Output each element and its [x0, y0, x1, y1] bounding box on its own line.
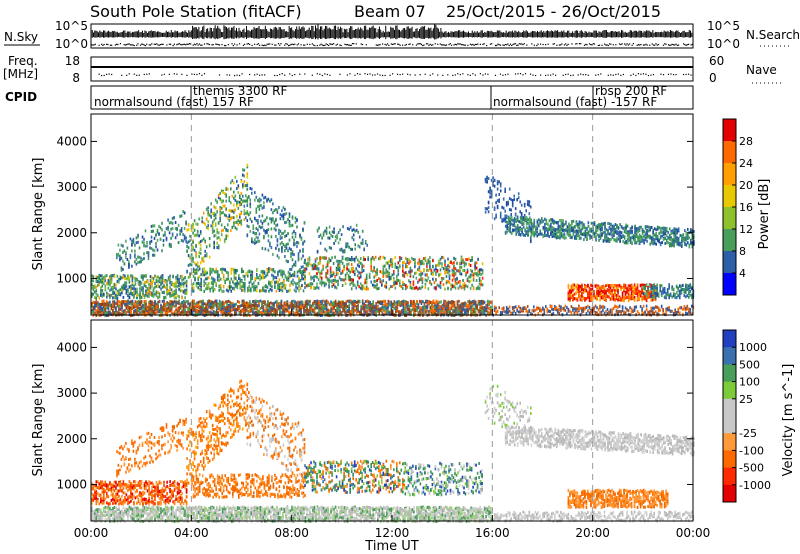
colorbar-tick-label: -100 — [739, 444, 764, 457]
colorbar-swatch — [723, 450, 736, 469]
velocity-x-ticks: 00:00 04:00 08:00 12:00 16:00 20:00 00:00 — [74, 309, 711, 540]
velocity-data — [91, 379, 695, 524]
power-panel: 1000 2000 3000 4000 Slant Range [km] 28 24 20… — [31, 113, 772, 318]
freq-tick-bottom: 8 — [72, 71, 80, 85]
colorbar-tick-label: 500 — [739, 358, 760, 371]
cpid-segment-label: normalsound (fast) -157 RF — [493, 95, 657, 109]
nsearch-label: N.Search — [746, 28, 800, 42]
colorbar-tick-label: 8 — [739, 245, 746, 258]
velocity-panel: 1000 2000 3000 4000 00:00 04:00 08:00 12:00 16:… — [31, 309, 796, 554]
power-ylabel: Slant Range [km] — [31, 158, 46, 271]
y-tick-label: 4000 — [56, 134, 87, 148]
station-title: South Pole Station (fitACF) — [90, 2, 302, 21]
colorbar-swatch — [723, 330, 736, 348]
x-axis-label: Time UT — [364, 539, 418, 554]
freq-frame — [90, 56, 694, 82]
velocity-colorbar-label: Velocity [m s^-1] — [781, 364, 796, 477]
nave-label: Nave — [746, 63, 777, 77]
y-tick-label: 2000 — [56, 226, 87, 240]
colorbar-tick-label: 28 — [739, 135, 753, 148]
colorbar-tick-label: 16 — [739, 201, 753, 214]
freq-marks — [91, 66, 693, 77]
power-grid — [190, 114, 594, 315]
colorbar-tick-label: 100 — [739, 376, 760, 389]
colorbar-swatch — [723, 398, 736, 417]
velocity-ylabel: Slant Range [km] — [31, 364, 46, 477]
colorbar-swatch — [723, 185, 736, 208]
velocity-y-ticks: 1000 2000 3000 4000 — [56, 340, 693, 491]
y-tick-label: 4000 — [56, 340, 87, 354]
colorbar-swatch — [723, 273, 736, 296]
velocity-colorbar: 1000 500 100 25 -25 -100 -500 -1000 — [722, 329, 771, 503]
cpid-segment-label: themis 3300 RF — [193, 84, 287, 98]
y-tick-label: 3000 — [56, 180, 87, 194]
colorbar-tick-label: 20 — [739, 179, 753, 192]
freq-tick-top: 18 — [65, 54, 80, 68]
colorbar-tick-label: -25 — [739, 427, 757, 440]
date-range: 25/Oct/2015 - 26/Oct/2015 — [446, 2, 661, 21]
nsky-label: N.Sky — [4, 30, 38, 44]
cpid-segment-label: rbsp 200 RF — [595, 84, 667, 98]
colorbar-tick-label: -1000 — [739, 479, 771, 492]
colorbar-swatch — [723, 229, 736, 252]
velocity-grid — [190, 320, 594, 521]
y-tick-label: 3000 — [56, 386, 87, 400]
colorbar-swatch — [723, 251, 736, 274]
y-tick-label: 1000 — [56, 477, 87, 491]
cpid-frame — [90, 85, 694, 110]
x-tick-label: 12:00 — [375, 526, 410, 540]
colorbar-swatch — [723, 484, 736, 503]
colorbar-swatch — [723, 163, 736, 186]
x-tick-label: 16:00 — [475, 526, 510, 540]
nsky-tick-top: 10^5 — [55, 19, 88, 33]
power-colorbar-label: Power [dB] — [757, 179, 772, 250]
nsearch-tick-top: 10^5 — [707, 19, 740, 33]
freq-panel: Freq. [MHz] 18 8 60 0 Nave — [3, 54, 782, 85]
colorbar-swatch — [723, 207, 736, 230]
cpid-panel: CPID normalsound (fast) 157 RF themis 33… — [5, 84, 694, 110]
cpid-segment-label: normalsound (fast) 157 RF — [94, 95, 254, 109]
nsky-marks — [90, 24, 693, 47]
power-data — [91, 163, 695, 318]
nsky-panel: N.Sky 10^5 10^0 10^5 10^0 N.Search — [4, 19, 800, 51]
freq-label: Freq. — [8, 54, 38, 68]
power-y-ticks: 1000 2000 3000 4000 — [56, 134, 693, 285]
y-tick-label: 2000 — [56, 432, 87, 446]
colorbar-tick-label: -500 — [739, 462, 764, 475]
colorbar-swatch — [723, 416, 736, 434]
colorbar-tick-label: 1000 — [739, 341, 767, 354]
beam-title: Beam 07 — [354, 2, 426, 21]
x-tick-label: 00:00 — [74, 526, 109, 540]
colorbar-swatch — [723, 364, 736, 383]
colorbar-swatch — [723, 433, 736, 451]
colorbar-swatch — [723, 141, 736, 164]
nave-tick-top: 60 — [709, 54, 724, 68]
x-tick-label: 08:00 — [274, 526, 309, 540]
y-tick-label: 1000 — [56, 271, 87, 285]
power-colorbar: 28 24 20 16 12 8 4 — [722, 118, 753, 296]
colorbar-swatch — [723, 381, 736, 400]
colorbar-tick-label: 4 — [739, 267, 746, 280]
x-tick-label: 20:00 — [575, 526, 610, 540]
nsearch-tick-bottom: 10^0 — [707, 37, 740, 51]
x-tick-label: 00:00 — [676, 526, 711, 540]
nave-tick-bottom: 0 — [709, 71, 717, 85]
colorbar-swatch — [723, 119, 736, 142]
colorbar-swatch — [723, 347, 736, 365]
freq-unit: [MHz] — [3, 67, 38, 81]
colorbar-tick-label: 24 — [739, 157, 753, 170]
colorbar-tick-label: 25 — [739, 393, 753, 406]
colorbar-tick-label: 12 — [739, 223, 753, 236]
cpid-label: CPID — [5, 90, 37, 104]
x-tick-label: 04:00 — [174, 526, 209, 540]
nsky-tick-bottom: 10^0 — [55, 37, 88, 51]
colorbar-swatch — [723, 467, 736, 486]
